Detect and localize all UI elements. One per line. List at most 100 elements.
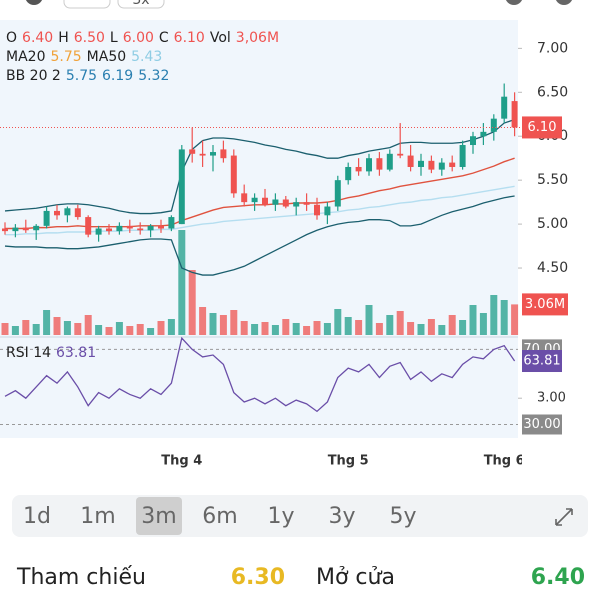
volume-bar [282, 319, 290, 335]
volume-bar [199, 307, 207, 335]
candle-body [345, 166, 352, 181]
candle-body [407, 155, 414, 167]
volume-bar [261, 322, 269, 335]
period-option[interactable]: 1m [80, 504, 115, 529]
y-tick-label: 7.00 [537, 40, 568, 56]
volume-bar [355, 320, 363, 335]
candle-body [459, 145, 466, 167]
legend-item: L [110, 30, 118, 46]
last-price-label: 6.10 [528, 120, 557, 135]
quote-label: Mở cửa [316, 565, 395, 590]
candle-body [272, 199, 279, 205]
x-tick-label: Thg 6 [484, 454, 525, 469]
volume-bar [407, 322, 415, 335]
volume-bar [95, 325, 103, 335]
candle-body [2, 228, 8, 232]
volume-bar [479, 313, 487, 335]
y-tick-label: 5.00 [537, 216, 568, 232]
candle-body [116, 225, 123, 232]
candle-body [106, 228, 112, 232]
period-option[interactable]: 5y [389, 504, 416, 529]
volume-bar [157, 321, 165, 335]
volume-bar [105, 327, 113, 335]
volume-tag [522, 293, 568, 316]
candle-body [366, 158, 372, 172]
expand-icon[interactable] [555, 508, 573, 526]
volume-bar [417, 324, 425, 335]
volume-bar [511, 304, 519, 335]
period-option[interactable]: 1y [267, 504, 294, 529]
y-tick-label: 6.50 [537, 84, 568, 100]
volume-tag-label: 3.06M [525, 297, 565, 312]
rsi-legend: RSI 14 63.81 [6, 345, 96, 361]
candle-body [355, 166, 362, 172]
rsi-legend-value: 63.81 [56, 345, 96, 361]
candle-body [262, 197, 268, 205]
candle-body [54, 210, 60, 216]
top-button[interactable] [63, 0, 111, 9]
volume-bar [459, 320, 467, 335]
rsi-tick-label: 30.00 [523, 417, 560, 432]
period-option[interactable]: 3y [328, 504, 355, 529]
legend-item: 6.10 [174, 30, 205, 46]
legend-item: MA20 [6, 49, 45, 65]
volume-bar [126, 326, 134, 335]
candle-body [314, 204, 320, 216]
legend-item: MA50 [87, 49, 126, 65]
candle-body [418, 160, 424, 167]
period-option[interactable]: 3m [141, 504, 176, 529]
volume-bar [427, 319, 435, 335]
candle-body [12, 227, 19, 232]
volume-bar [271, 325, 279, 335]
last-price-tag [522, 116, 562, 139]
legend-item: 3,06M [236, 30, 279, 46]
volume-bar [386, 315, 394, 335]
period-option[interactable]: 1d [23, 504, 51, 529]
candle-body [480, 131, 487, 137]
candle-body [241, 193, 248, 203]
candle-body [501, 96, 508, 119]
candle-body [230, 155, 237, 194]
volume-bar [490, 295, 498, 335]
legend-item: Vol [210, 30, 231, 46]
candle-body [137, 228, 144, 231]
candle-body [210, 152, 216, 156]
volume-bar [11, 326, 19, 335]
volume-bar [219, 315, 227, 335]
volume-bar [396, 311, 404, 335]
rsi-tag [522, 414, 562, 435]
top-icon[interactable] [25, 0, 43, 5]
volume-bar [469, 305, 477, 335]
volume-bar [74, 323, 82, 335]
rsi-tick-label: 3.00 [537, 391, 566, 406]
candle-body [74, 208, 81, 218]
rsi-line [4, 336, 516, 413]
rsi-title: RSI 14 [6, 345, 51, 361]
volume-bar [448, 315, 456, 335]
settings-icon[interactable] [505, 0, 523, 5]
volume-bar [136, 324, 144, 335]
volume-bar [500, 300, 508, 335]
volume-bar [22, 320, 30, 335]
volume-bar [178, 230, 186, 335]
legend-item: 6.40 [22, 30, 53, 46]
quote-value: 6.30 [231, 565, 285, 590]
volume-bar [251, 324, 259, 335]
volume-bar [1, 323, 9, 335]
more-icon[interactable] [555, 0, 573, 5]
zoom-button[interactable] [117, 0, 165, 9]
legend-item: 5.75 [50, 49, 81, 65]
volume-bar [240, 321, 248, 335]
period-selected [136, 497, 182, 535]
candle-body [85, 217, 92, 235]
legend-item: O [6, 30, 17, 46]
rsi-value-label: 63.81 [523, 354, 560, 369]
candle-body [43, 210, 50, 226]
legend-item: 6.00 [123, 30, 154, 46]
x-tick-label: Thg 4 [161, 454, 202, 469]
x-tick-label: Thg 5 [328, 454, 369, 469]
volume-bar [323, 323, 331, 335]
rsi-value-tag [522, 350, 562, 373]
period-option[interactable]: 6m [202, 504, 237, 529]
candle-body [397, 153, 404, 156]
